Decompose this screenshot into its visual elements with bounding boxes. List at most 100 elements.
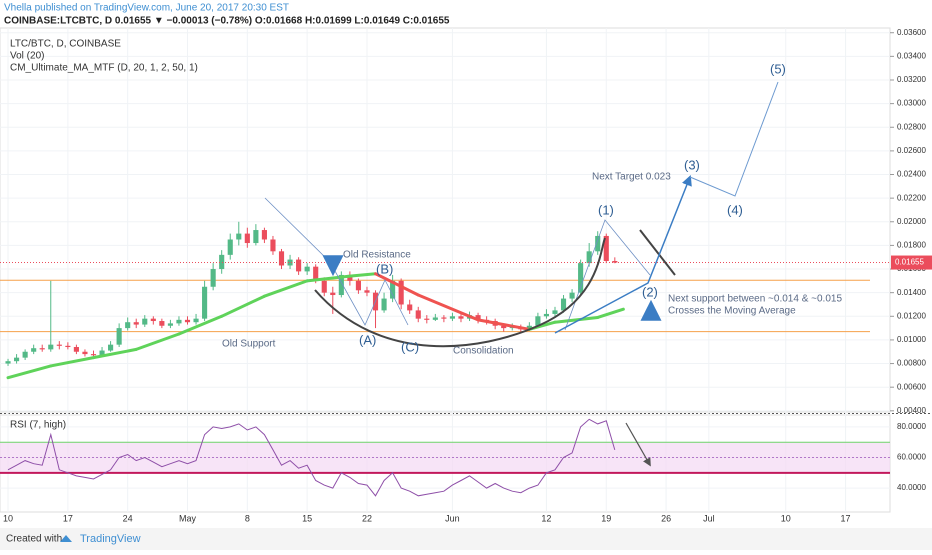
candle-body	[304, 266, 310, 272]
grid	[0, 27, 932, 513]
candle-body	[244, 233, 250, 244]
candle-body	[219, 254, 225, 270]
candle-body	[338, 274, 344, 296]
y-tick-label: 0.03200	[897, 75, 926, 84]
candle-body	[125, 322, 131, 329]
wave-lines	[564, 219, 651, 331]
marks	[0, 221, 890, 497]
x-tick-label: 19	[601, 513, 611, 523]
candle-body	[526, 325, 532, 330]
candle-body	[578, 263, 584, 293]
ma-line	[596, 307, 625, 319]
candle-body	[415, 310, 421, 319]
annotation: (5)	[770, 61, 786, 76]
candle-body	[90, 354, 97, 356]
y-tick-label: 0.01000	[897, 335, 926, 344]
candle-body	[475, 315, 481, 320]
candle-body	[364, 290, 370, 293]
candle-body	[202, 286, 208, 319]
candle-body	[14, 357, 20, 362]
x-tick-label: 17	[841, 513, 851, 523]
legend-item: CM_Ultimate_MA_MTF (D, 20, 1, 2, 50, 1)	[10, 63, 198, 74]
y-tick-label: 0.01200	[897, 311, 926, 320]
drawings	[264, 81, 779, 467]
x-tick-label: 10	[781, 513, 791, 523]
candle-body	[73, 347, 79, 352]
candle-body	[22, 351, 28, 358]
candle-body	[150, 318, 156, 322]
ma-line	[134, 332, 181, 351]
y-tick-label: 0.03000	[897, 99, 926, 108]
ma-line	[6, 364, 53, 380]
ma-line	[220, 294, 266, 318]
annotation: Old Resistance	[343, 250, 411, 261]
rsi-line	[7, 418, 616, 497]
y-tick-label: 0.01400	[897, 288, 926, 297]
candle-body	[39, 348, 45, 350]
footer-brand: TradingView	[80, 533, 141, 545]
candle-body	[48, 344, 54, 350]
candle-body	[159, 321, 165, 326]
y-tick-label: 0.02600	[897, 146, 926, 155]
candle-body	[381, 298, 387, 311]
candle-body	[569, 292, 575, 299]
rsi-tick-label: 40.0000	[897, 483, 926, 492]
legend-item: LTC/BTC, D, COINBASE	[10, 39, 121, 50]
candle-body	[390, 280, 396, 299]
candle-body	[595, 235, 601, 252]
y-tick-label: 0.03600	[897, 28, 926, 37]
ma-line	[348, 272, 378, 278]
candle-body	[176, 319, 182, 324]
x-tick-label: Jul	[703, 513, 715, 523]
footer-text: Created with	[6, 534, 62, 545]
candle-body	[612, 260, 618, 263]
candle-body	[142, 318, 148, 325]
annotation: (4)	[727, 202, 743, 217]
cup-curve	[314, 237, 606, 348]
ma-line	[553, 315, 600, 324]
annotation: (B)	[376, 261, 393, 276]
annotation: (C)	[401, 339, 419, 354]
handle-line	[639, 229, 676, 276]
y-tick-label: 0.00400	[897, 406, 926, 415]
published: Vhella published on TradingView.com, Jun…	[4, 3, 289, 14]
rsi-tick-label: 80.0000	[897, 422, 926, 431]
candle-body	[261, 230, 267, 240]
annotation: Crosses the Moving Average	[668, 306, 796, 317]
candle-body	[82, 351, 88, 355]
candle-body	[99, 350, 105, 356]
candle-body	[313, 266, 319, 281]
candle-body	[167, 323, 173, 326]
candle-body	[56, 344, 62, 346]
ma-line	[305, 274, 352, 283]
ma-line	[91, 347, 138, 360]
candle-body	[278, 251, 285, 266]
rsi-title: RSI (7, high)	[10, 420, 66, 431]
candle-body	[210, 269, 216, 287]
x-tick-label: 12	[541, 513, 551, 523]
candle-body	[296, 259, 302, 272]
annotation: Old Support	[222, 339, 276, 350]
candle-body	[236, 233, 242, 240]
ma-line	[177, 314, 224, 336]
annotation: (2)	[642, 284, 658, 299]
y-tick-label: 0.01800	[897, 241, 926, 250]
candle-body	[184, 319, 191, 323]
y-tick-label: 0.00600	[897, 382, 926, 391]
candle-body	[193, 318, 199, 323]
annotation: Next support between ~0.014 & ~0.015	[668, 294, 842, 305]
y-tick-label: 0.00800	[897, 359, 926, 368]
ma-line	[49, 356, 95, 368]
annotation: Next Target 0.023	[592, 172, 671, 183]
x-tick-label: Jun	[445, 513, 460, 523]
y-tick-label: 0.03400	[897, 51, 926, 60]
footer	[0, 528, 932, 550]
x-tick-label: May	[179, 513, 197, 523]
candle-body	[287, 259, 293, 266]
x-tick-label: 15	[302, 513, 312, 523]
abc-lines	[264, 197, 409, 326]
rsi-arrow	[625, 422, 651, 467]
candle-body	[31, 348, 37, 352]
